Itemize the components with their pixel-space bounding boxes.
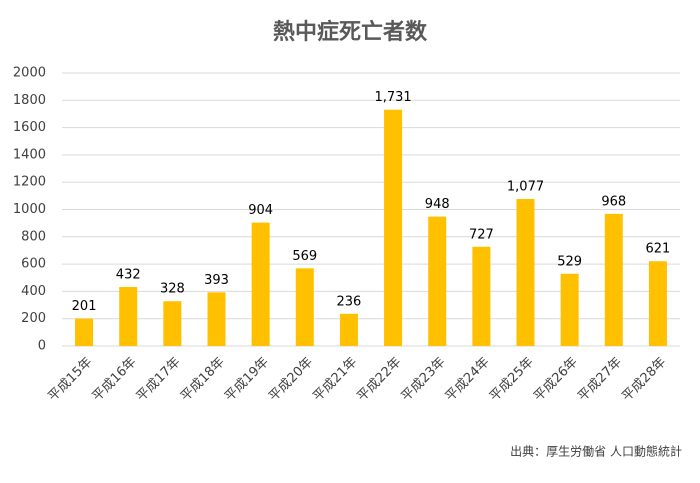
x-tick-label: 平成26年 <box>531 355 581 405</box>
x-tick-label: 平成21年 <box>310 355 360 405</box>
x-tick-label: 平成25年 <box>487 355 537 405</box>
bar <box>251 222 270 346</box>
value-label: 393 <box>204 273 229 288</box>
bar <box>75 318 94 346</box>
bar <box>560 273 579 346</box>
bar <box>295 268 314 346</box>
bar <box>648 261 667 346</box>
bar <box>119 287 138 346</box>
bar <box>339 313 358 346</box>
y-tick-label: 1000 <box>13 202 46 217</box>
value-label: 727 <box>469 227 494 242</box>
x-tick-label: 平成18年 <box>178 355 228 405</box>
x-tick-label: 平成27年 <box>575 355 625 405</box>
bar <box>428 216 447 346</box>
bar <box>604 213 623 346</box>
y-tick-label: 0 <box>38 339 46 354</box>
y-tick-label: 1400 <box>13 147 46 162</box>
y-tick-label: 1600 <box>13 120 46 135</box>
bar <box>472 246 491 346</box>
value-label: 569 <box>292 249 317 264</box>
value-label: 621 <box>646 242 671 257</box>
x-tick-label: 平成17年 <box>134 355 184 405</box>
chart-title: 熱中症死亡者数 <box>273 19 428 45</box>
y-tick-label: 2000 <box>13 66 46 81</box>
value-label: 529 <box>557 254 582 269</box>
value-label: 948 <box>425 197 450 212</box>
y-tick-label: 800 <box>21 229 46 244</box>
y-tick-label: 400 <box>21 284 46 299</box>
value-label: 328 <box>160 282 185 297</box>
x-tick-label: 平成24年 <box>443 355 493 405</box>
value-label: 432 <box>116 268 141 283</box>
y-tick-label: 1200 <box>13 175 46 190</box>
y-tick-label: 600 <box>21 257 46 272</box>
value-label: 1,731 <box>374 90 411 105</box>
bar <box>163 301 182 346</box>
x-tick-label: 平成19年 <box>222 355 272 405</box>
source-note: 出典：厚生労働省 人口動態統計 <box>510 444 682 459</box>
x-tick-label: 平成20年 <box>266 355 316 405</box>
x-tick-label: 平成23年 <box>399 355 449 405</box>
y-tick-label: 200 <box>21 311 46 326</box>
value-label: 201 <box>72 299 97 314</box>
x-tick-label: 平成22年 <box>354 355 404 405</box>
y-tick-label: 1800 <box>13 93 46 108</box>
value-label: 1,077 <box>507 179 544 194</box>
value-label: 904 <box>248 203 273 218</box>
bar <box>516 198 535 346</box>
x-tick-label: 平成15年 <box>45 355 95 405</box>
value-label: 968 <box>601 194 626 209</box>
bar <box>207 292 226 346</box>
bar <box>384 109 403 346</box>
value-label: 236 <box>337 294 362 309</box>
x-tick-label: 平成28年 <box>619 355 669 405</box>
x-tick-label: 平成16年 <box>90 355 140 405</box>
